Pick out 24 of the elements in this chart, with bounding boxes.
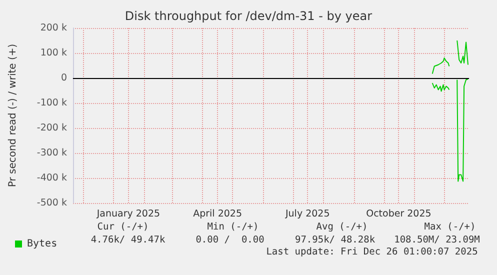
text: Last update: Fri Dec 26 01:00:07 2025 [266, 246, 478, 258]
legend-label: Bytes [27, 238, 58, 250]
text: 108.50M/ 23.09M [394, 234, 480, 246]
y-tick-label: 200 k [40, 22, 68, 34]
y-tick-label: 0 [60, 72, 67, 84]
y-tick-label: -300 k [36, 148, 68, 158]
y-tick-label: -400 k [36, 172, 68, 184]
x-tick-label: October 2025 [366, 208, 432, 220]
text: Max (-/+) [424, 222, 476, 232]
y-tick-label: 100 k [40, 48, 68, 58]
x-tick-label: January 2025 [96, 208, 160, 220]
text: Cur (-/+) [97, 222, 149, 232]
y-axis-title: Pr second read (-) / write (+) [8, 44, 18, 188]
text: 0.00 / 0.00 [196, 234, 265, 246]
y-tick-label: -200 k [36, 122, 68, 134]
chart-title: Disk throughput for /dev/dm-31 - by year [124, 9, 372, 23]
text: 4.76k/ 49.47k [90, 234, 166, 246]
y-tick-label: -100 k [36, 98, 68, 108]
text: Min (-/+) [207, 222, 259, 232]
y-tick-label: -500 k [36, 198, 68, 208]
x-tick-label: April 2025 [193, 208, 242, 220]
text: 97.95k/ 48.28k [294, 234, 376, 246]
x-tick-label: July 2025 [284, 208, 330, 220]
text: Avg (-/+) [316, 222, 368, 232]
